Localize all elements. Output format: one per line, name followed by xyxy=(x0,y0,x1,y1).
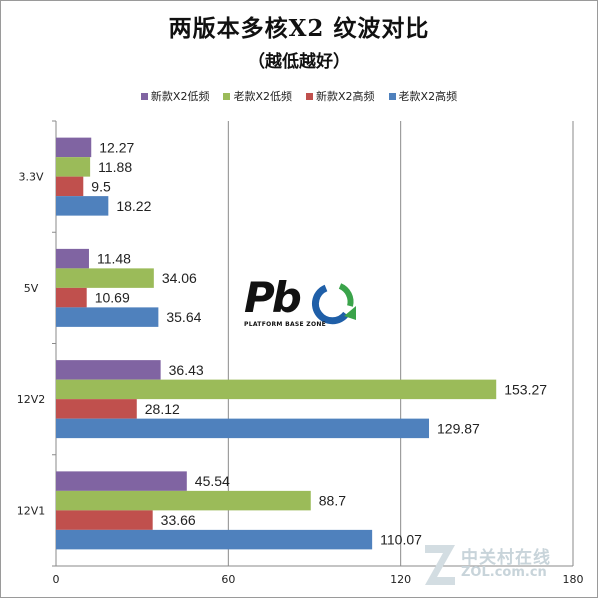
y-tick-label: 5V xyxy=(24,282,39,295)
legend-swatch xyxy=(140,92,148,100)
x-tick-label: 180 xyxy=(563,573,584,586)
bar xyxy=(56,196,109,216)
zol-logo-icon xyxy=(425,545,455,585)
data-label: 11.88 xyxy=(98,159,132,175)
legend-item-new-low: 新款X2低频 xyxy=(140,88,210,104)
legend-item-old-high: 老款X2高频 xyxy=(388,88,458,104)
data-label: 18.22 xyxy=(116,198,151,214)
logo-text: Pb xyxy=(244,273,302,322)
legend-item-old-low: 老款X2低频 xyxy=(223,88,292,104)
bar xyxy=(56,418,430,439)
watermark-line2: ZOL.com.cn xyxy=(461,565,547,580)
bar xyxy=(56,248,89,269)
bar xyxy=(56,399,137,419)
data-label: 88.7 xyxy=(319,493,346,509)
chart-legend: 新款X2低频 老款X2低频 新款X2高频 老款X2高频 xyxy=(1,88,597,104)
y-tick-label: 3.3V xyxy=(18,171,43,184)
bar xyxy=(56,490,311,511)
bar xyxy=(56,176,84,197)
bar xyxy=(56,287,87,308)
legend-swatch xyxy=(223,92,231,100)
pb-logo: Pb PLATFORM BASE ZONE xyxy=(244,276,360,336)
data-label: 12.27 xyxy=(99,139,134,155)
x-tick-label: 0 xyxy=(53,573,60,586)
data-label: 9.5 xyxy=(91,178,111,194)
data-label: 45.54 xyxy=(195,473,230,489)
legend-swatch xyxy=(306,92,313,100)
bar xyxy=(56,360,161,380)
logo-subtext: PLATFORM BASE ZONE xyxy=(244,321,327,328)
legend-item-new-high: 新款X2高频 xyxy=(306,88,375,104)
bar xyxy=(56,529,373,550)
legend-label: 新款X2低频 xyxy=(150,90,210,103)
data-label: 129.87 xyxy=(437,420,480,436)
chart-subtitle: （越低越好） xyxy=(248,52,350,72)
legend-swatch xyxy=(388,92,396,100)
pb-swirl-logo-icon xyxy=(311,283,356,325)
data-label: 153.27 xyxy=(504,381,547,397)
bar xyxy=(56,471,187,491)
bar xyxy=(56,307,159,327)
watermark-line1: 中关村在线 xyxy=(461,548,551,568)
x-tick-label: 60 xyxy=(221,573,235,586)
data-label: 10.69 xyxy=(95,290,130,306)
bar xyxy=(56,510,153,530)
data-label: 36.43 xyxy=(169,362,204,378)
chart-title: 两版本多核X2 纹波对比 xyxy=(168,15,430,42)
legend-label: 新款X2高频 xyxy=(316,90,375,103)
data-label: 110.07 xyxy=(380,532,422,548)
data-label: 35.64 xyxy=(166,309,201,325)
data-label: 11.48 xyxy=(97,251,131,267)
data-label: 34.06 xyxy=(162,270,197,286)
bar xyxy=(56,157,91,177)
bar xyxy=(56,379,497,400)
zol-watermark: 中关村在线 ZOL.com.cn xyxy=(421,537,591,593)
bar xyxy=(56,137,92,158)
legend-label: 老款X2高频 xyxy=(398,90,458,103)
x-tick-label: 120 xyxy=(390,573,411,586)
data-label: 33.66 xyxy=(161,512,196,528)
y-tick-label: 12V2 xyxy=(17,393,46,406)
legend-label: 老款X2低频 xyxy=(233,90,292,103)
bar xyxy=(56,268,154,288)
y-tick-label: 12V1 xyxy=(17,504,46,517)
data-label: 28.12 xyxy=(145,401,180,417)
